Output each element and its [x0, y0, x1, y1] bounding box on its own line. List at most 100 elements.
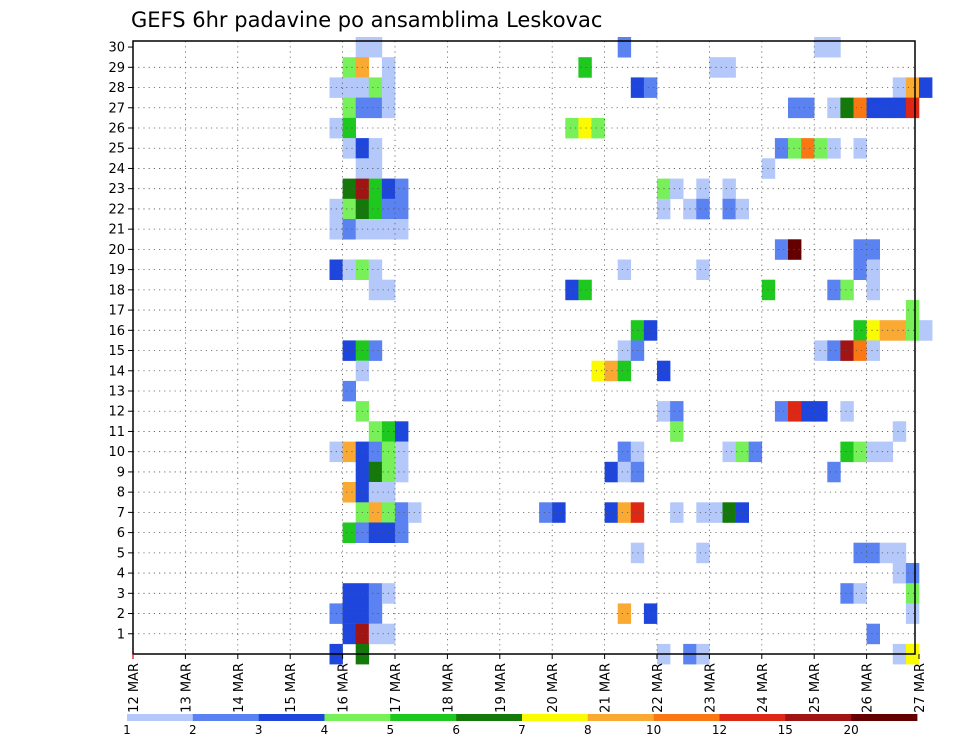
colorbar-label: 12 [712, 723, 727, 737]
heatmap-cell [395, 441, 409, 463]
colorbar-swatch [851, 714, 918, 721]
y-tick-label: 20 [108, 243, 125, 258]
colorbar-swatch [653, 714, 720, 721]
colorbar-label: 6 [452, 723, 460, 737]
heatmap-cell [774, 239, 789, 260]
heatmap-cell [342, 77, 356, 98]
colorbar-label: 7 [518, 723, 526, 737]
heatmap-cell [866, 542, 880, 564]
heatmap-cell [342, 583, 356, 604]
heatmap-cell [342, 259, 356, 280]
heatmap-cell [670, 502, 684, 523]
heatmap-cell [853, 259, 867, 280]
plot-frame [132, 40, 916, 655]
heatmap-cell [617, 441, 632, 463]
heatmap-cell [368, 259, 383, 280]
heatmap-cell [552, 502, 566, 523]
heatmap-cell [905, 300, 920, 321]
heatmap-cell [342, 441, 356, 463]
heatmap-cell [879, 441, 894, 463]
heatmap-cell [368, 340, 383, 361]
colorbar-label: 5 [386, 723, 394, 737]
heatmap-cell [892, 421, 907, 442]
x-tick-label: 12 MAR [127, 663, 142, 713]
heatmap-cell [539, 502, 553, 523]
y-tick-label: 30 [108, 41, 125, 56]
x-tick-label: 25 MAR [808, 663, 823, 713]
heatmap-cell [617, 360, 632, 382]
x-tick-label: 14 MAR [232, 663, 247, 713]
heatmap-cell [578, 57, 592, 78]
heatmap-cell [892, 320, 907, 341]
heatmap-cell [670, 401, 684, 422]
colorbar-label: 10 [646, 723, 661, 737]
heatmap-cell [866, 441, 880, 463]
heatmap-cell [368, 178, 383, 200]
heatmap-cell [722, 441, 736, 463]
heatmap-cell [604, 502, 618, 523]
y-tick-label: 27 [108, 101, 125, 116]
heatmap-cell [814, 401, 828, 422]
colorbar-swatch [324, 714, 391, 721]
heatmap-cell [892, 542, 907, 564]
x-tick-label: 16 MAR [337, 663, 352, 713]
heatmap-cell [840, 97, 854, 119]
heatmap-cell [696, 502, 710, 523]
heatmap-cell [722, 57, 736, 78]
heatmap-cell [853, 239, 867, 260]
heatmap-cell [879, 320, 894, 341]
heatmap-cell [774, 138, 789, 159]
colorbar-swatch [522, 714, 589, 721]
colorbar-swatch [127, 714, 194, 721]
heatmap-cell [748, 441, 763, 463]
heatmap-cell [342, 340, 356, 361]
heatmap-cell [840, 441, 854, 463]
heatmap-cell [919, 77, 933, 98]
heatmap-cell [788, 239, 802, 260]
x-tick-label: 22 MAR [651, 663, 666, 713]
heatmap-cell [788, 401, 802, 422]
heatmap-cell [368, 603, 383, 624]
heatmap-cell [395, 178, 409, 200]
y-tick-label: 5 [117, 546, 125, 561]
heatmap-cell [919, 320, 933, 341]
heatmap-cell [368, 583, 383, 604]
y-tick-label: 13 [108, 384, 125, 399]
y-tick-label: 28 [108, 81, 125, 96]
heatmap-cell [853, 583, 867, 604]
colorbar-label: 2 [189, 723, 197, 737]
x-tick-label: 17 MAR [389, 663, 404, 713]
heatmap-cell [342, 482, 356, 503]
colorbar-swatch [456, 714, 523, 721]
heatmap-cell [827, 37, 841, 58]
y-tick-label: 21 [108, 223, 125, 238]
heatmap-cells [329, 37, 933, 665]
heatmap-cell [342, 380, 356, 402]
heatmap-cell [368, 219, 383, 240]
colorbar-swatch [390, 714, 457, 721]
heatmap-cell [670, 421, 684, 442]
x-axis-ticks: 12 MAR 13 MAR 14 MAR 15 MAR 16 MAR 17 MAR 18 M… [127, 654, 928, 713]
heatmap-cell [368, 461, 383, 483]
heatmap-cell [892, 77, 907, 98]
heatmap-cell [840, 401, 854, 422]
y-tick-label: 6 [117, 526, 125, 541]
y-tick-label: 9 [117, 465, 125, 480]
heatmap-cell [368, 138, 383, 159]
heatmap-cell [801, 97, 815, 119]
y-tick-label: 24 [108, 162, 125, 177]
heatmap-cell [395, 502, 409, 523]
heatmap-cell [617, 603, 632, 624]
y-tick-label: 25 [108, 142, 125, 157]
heatmap-cell [722, 178, 736, 200]
heatmap-cell [853, 138, 867, 159]
heatmap-cell [774, 401, 789, 422]
x-tick-label: 21 MAR [599, 663, 614, 713]
heatmap-cell [722, 502, 736, 523]
heatmap-cell [827, 138, 841, 159]
heatmap-cell [368, 97, 383, 119]
heatmap-cell [866, 340, 880, 361]
colorbar-label: 4 [321, 723, 329, 737]
x-tick-label: 23 MAR [703, 663, 718, 713]
